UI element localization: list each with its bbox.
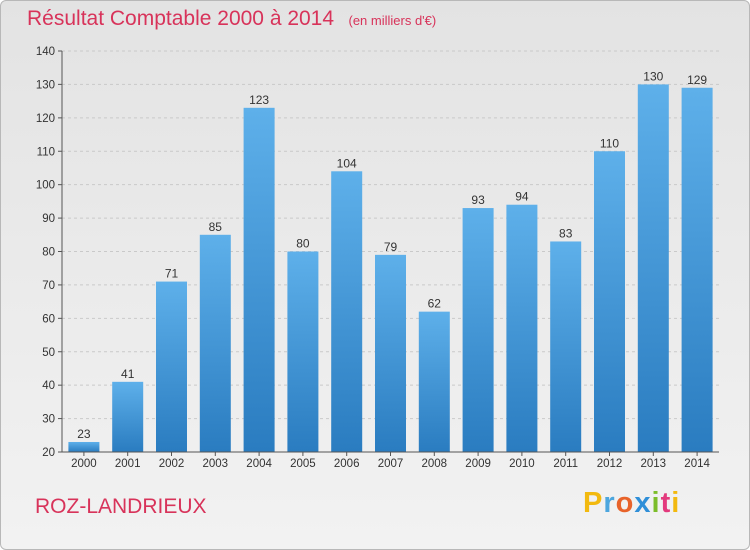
x-tick-label: 2010 bbox=[509, 458, 535, 470]
x-tick-label: 2007 bbox=[378, 458, 404, 470]
x-tick-label: 2014 bbox=[684, 458, 710, 470]
bar-2010 bbox=[506, 204, 538, 452]
y-tick-label: 40 bbox=[42, 380, 55, 392]
bar-value-label: 62 bbox=[428, 297, 442, 311]
chart-title: Résultat Comptable 2000 à 2014 (en milli… bbox=[27, 7, 436, 31]
y-tick-label: 60 bbox=[42, 313, 55, 325]
bar-2014 bbox=[681, 87, 713, 452]
chart-title-text: Résultat Comptable 2000 à 2014 bbox=[27, 7, 335, 30]
bar-2012 bbox=[594, 151, 625, 452]
bar-value-label: 71 bbox=[165, 267, 179, 281]
chart-unit-label: (en milliers d'€) bbox=[348, 13, 437, 28]
bar-2005 bbox=[287, 251, 319, 452]
bar-value-label: 104 bbox=[337, 156, 357, 170]
bar-value-label: 83 bbox=[559, 226, 573, 240]
bar-value-label: 85 bbox=[209, 220, 223, 234]
x-tick-label: 2008 bbox=[422, 458, 448, 470]
bar-2003 bbox=[199, 234, 231, 452]
y-tick-label: 80 bbox=[42, 247, 55, 259]
x-tick-label: 2001 bbox=[115, 458, 141, 470]
bar-2006 bbox=[331, 171, 363, 453]
x-tick-label: 2004 bbox=[246, 458, 272, 470]
y-tick-label: 70 bbox=[42, 280, 55, 292]
y-tick-label: 140 bbox=[36, 46, 55, 58]
bar-value-label: 130 bbox=[643, 69, 663, 83]
x-tick-label: 2011 bbox=[553, 458, 578, 470]
bar-2007 bbox=[375, 254, 406, 452]
proxiti-logo: Proxiti bbox=[583, 487, 680, 520]
x-tick-label: 2006 bbox=[334, 458, 360, 470]
bar-value-label: 80 bbox=[296, 237, 310, 251]
logo-letter: x bbox=[634, 487, 652, 519]
y-tick-label: 20 bbox=[42, 447, 55, 459]
bar-value-label: 123 bbox=[249, 93, 269, 107]
bar-value-label: 79 bbox=[384, 240, 398, 254]
bar-2008 bbox=[418, 311, 450, 452]
bar-2011 bbox=[550, 241, 582, 452]
bar-2013 bbox=[637, 84, 669, 453]
logo-letter: r bbox=[603, 487, 616, 519]
bar-2002 bbox=[156, 281, 187, 452]
bar-2004 bbox=[243, 107, 275, 452]
commune-name: ROZ-LANDRIEUX bbox=[35, 495, 207, 518]
y-tick-label: 30 bbox=[42, 414, 55, 426]
bar-value-label: 129 bbox=[687, 73, 707, 87]
y-tick-label: 110 bbox=[37, 146, 55, 158]
x-tick-label: 2003 bbox=[203, 458, 229, 470]
logo-letter: i bbox=[671, 487, 681, 519]
bar-value-label: 93 bbox=[471, 193, 485, 207]
axes: 20 30 40 50 60 70 80 90 100 110 120 130 140 2000 2001 2… bbox=[36, 46, 719, 470]
logo-letter: t bbox=[660, 487, 672, 519]
bar-value-label: 23 bbox=[77, 427, 91, 441]
y-tick-label: 120 bbox=[36, 113, 55, 125]
y-tick-label: 130 bbox=[36, 79, 55, 91]
logo-letter: P bbox=[583, 487, 604, 519]
y-tick-label: 50 bbox=[42, 347, 55, 359]
x-tick-label: 2000 bbox=[71, 458, 97, 470]
x-tick-label: 2009 bbox=[465, 458, 491, 470]
logo-letter: i bbox=[651, 487, 661, 519]
y-tick-label: 100 bbox=[36, 180, 55, 192]
x-tick-label: 2005 bbox=[290, 458, 316, 470]
logo-letter: o bbox=[615, 487, 635, 519]
x-tick-label: 2012 bbox=[597, 458, 623, 470]
y-tick-label: 90 bbox=[42, 213, 55, 225]
x-tick-label: 2002 bbox=[159, 458, 185, 470]
bar-2009 bbox=[462, 208, 494, 452]
bar-value-label: 41 bbox=[121, 367, 135, 381]
bar-value-label: 94 bbox=[515, 190, 529, 204]
x-tick-label: 2013 bbox=[641, 458, 667, 470]
bar-2000 bbox=[68, 441, 100, 452]
bar-value-label: 110 bbox=[600, 136, 619, 150]
bars: 23 41 71 85 123 80 104 79 62 93 94 83 110 130 129 bbox=[68, 69, 713, 453]
bar-2001 bbox=[112, 381, 144, 452]
